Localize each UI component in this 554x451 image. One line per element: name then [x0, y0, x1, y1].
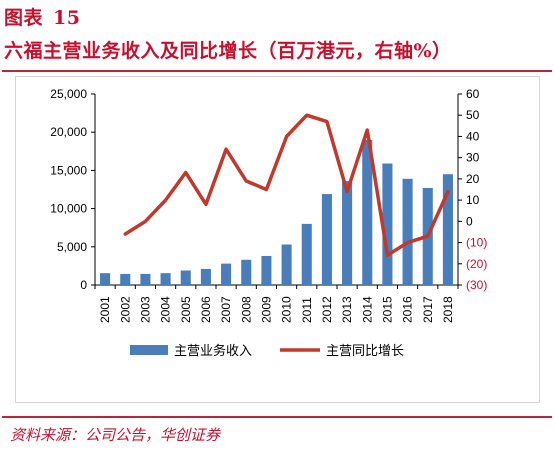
figure-title: 图表 15 六福主营业务收入及同比增长（百万港元，右轴%）: [4, 2, 550, 68]
bar: [442, 174, 453, 285]
bar: [342, 181, 353, 285]
tick-labels: 0 5,000 10,000 15,000 20,000 25,000 (30) (20) (1…: [50, 87, 487, 323]
bar: [100, 273, 111, 285]
right-tick-label: 10: [466, 193, 480, 207]
x-tick-label: 2015: [380, 296, 394, 323]
bar: [241, 259, 252, 285]
bar: [200, 268, 211, 285]
bar: [140, 273, 151, 285]
right-tick-label: 0: [466, 214, 473, 228]
x-tick-label: 2007: [219, 296, 233, 323]
right-tick-label: 30: [466, 151, 480, 165]
left-tick-label: 20,000: [50, 125, 87, 139]
bar: [281, 244, 292, 285]
x-tick-label: 2018: [441, 296, 455, 323]
top-divider: [2, 70, 552, 72]
legend-label-bar: 主营业务收入: [174, 343, 252, 359]
left-tick-label: 15,000: [50, 163, 87, 177]
x-tick-label: 2005: [179, 296, 193, 323]
bar: [382, 163, 393, 285]
x-tick-label: 2009: [259, 296, 273, 323]
figure-caption: 六福主营业务收入及同比增长（百万港元，右轴%）: [4, 40, 452, 62]
x-tick-label: 2014: [360, 296, 374, 323]
legend: 主营业务收入 主营同比增长: [130, 343, 404, 359]
right-tick-label: 50: [466, 108, 480, 122]
legend-label-line: 主营同比增长: [326, 344, 404, 359]
x-tick-label: 2016: [401, 296, 415, 323]
left-tick-label: 0: [80, 278, 87, 292]
bar: [221, 263, 232, 285]
x-tick-label: 2003: [138, 296, 152, 323]
figure-number: 15: [53, 7, 81, 29]
bar: [402, 178, 413, 285]
right-tick-label: (10): [466, 236, 487, 250]
left-tick-label: 10,000: [50, 202, 87, 216]
right-tick-label: (20): [466, 257, 487, 271]
bar-series: [100, 139, 453, 285]
bar: [180, 270, 191, 285]
bar: [120, 273, 131, 285]
growth-line: [123, 113, 450, 258]
x-tick-label: 2013: [340, 296, 354, 323]
x-tick-label: 2004: [159, 296, 173, 323]
bottom-divider: [2, 416, 552, 418]
right-tick-label: 40: [466, 129, 480, 143]
figure-label: 图表: [4, 7, 44, 29]
x-tick-label: 2001: [98, 296, 112, 323]
bar: [362, 139, 373, 285]
right-tick-label: (30): [466, 278, 487, 292]
chart-frame: [15, 76, 540, 403]
bar: [261, 255, 272, 285]
x-tick-label: 2002: [118, 296, 132, 323]
bar: [301, 223, 312, 285]
bar: [160, 273, 171, 285]
x-tick-label: 2017: [421, 296, 435, 323]
x-tick-label: 2012: [320, 296, 334, 323]
right-tick-label: 20: [466, 172, 480, 186]
x-tick-label: 2010: [280, 296, 294, 323]
x-tick-label: 2006: [199, 296, 213, 323]
line-series: [123, 113, 450, 258]
bar: [321, 194, 332, 285]
left-tick-label: 25,000: [50, 87, 87, 101]
legend-swatch-bar: [130, 345, 168, 355]
x-tick-label: 2011: [300, 297, 314, 323]
source-note: 资料来源：公司公告，华创证券: [10, 426, 221, 444]
right-tick-label: 60: [466, 87, 480, 101]
left-tick-label: 5,000: [57, 240, 87, 254]
x-tick-label: 2008: [239, 296, 253, 323]
axes-layer: [91, 93, 462, 289]
